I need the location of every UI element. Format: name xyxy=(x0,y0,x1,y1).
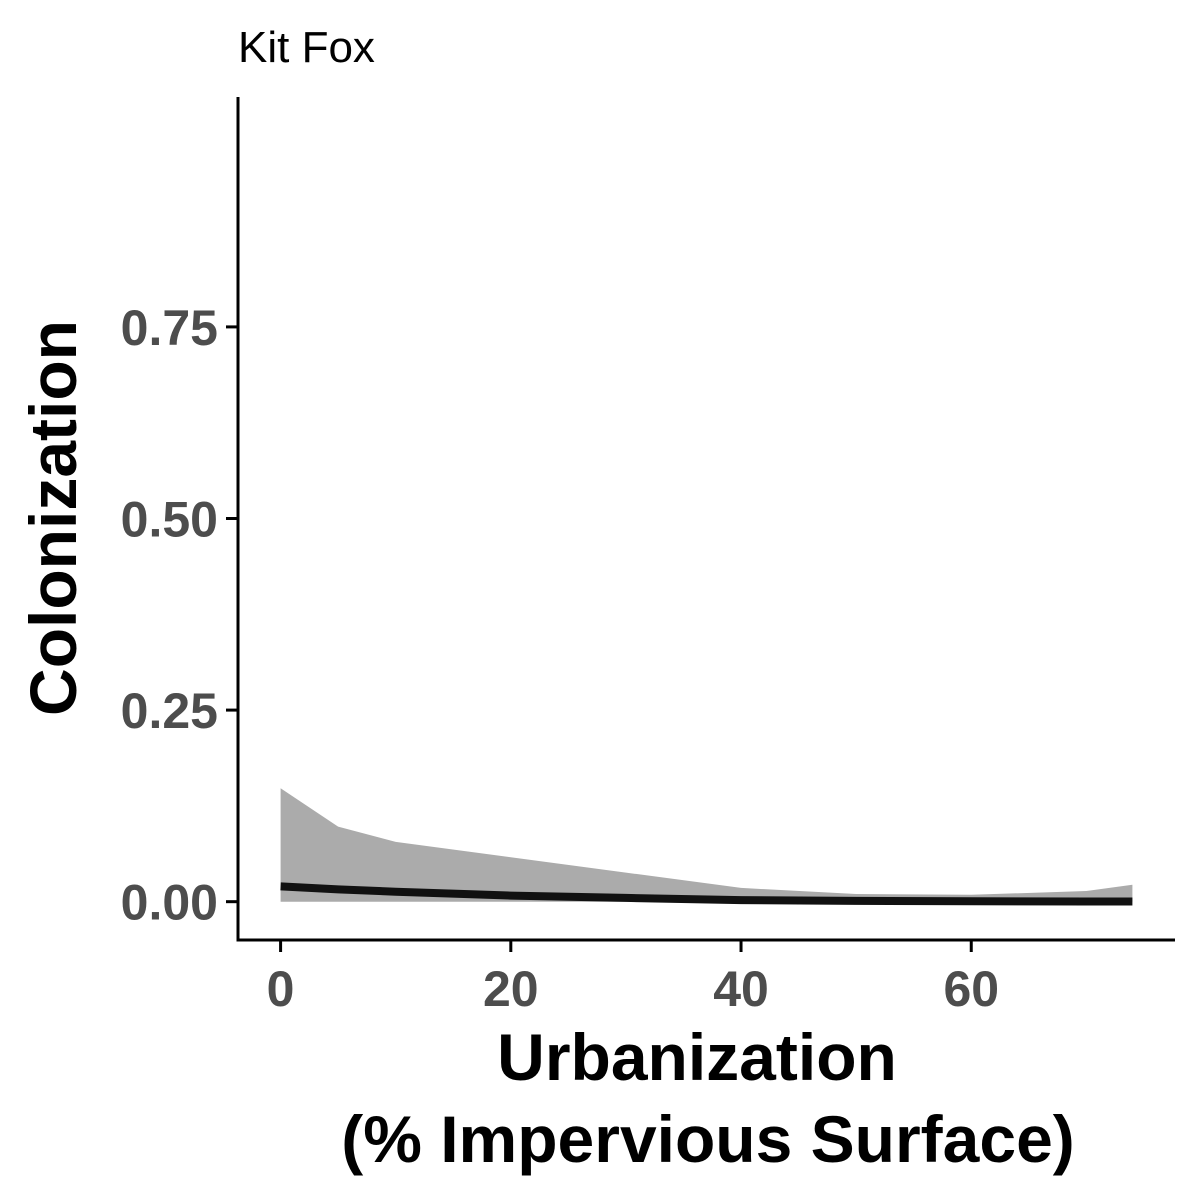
x-axis-title-line-1: Urbanization xyxy=(497,1020,897,1094)
x-tick-label: 60 xyxy=(943,961,999,1017)
y-axis-title: Colonization xyxy=(16,320,90,716)
y-tick-label: 0.50 xyxy=(121,492,218,548)
x-tick-label: 20 xyxy=(483,961,539,1017)
x-tick-label: 40 xyxy=(713,961,769,1017)
chart-title: Kit Fox xyxy=(238,23,375,72)
y-tick-label: 0.75 xyxy=(121,300,218,356)
plot-area xyxy=(280,788,1133,906)
axes: 0 20 40 60 0.00 0.25 0.50 0.75 xyxy=(121,97,1175,1017)
y-tick-label: 0.00 xyxy=(121,875,218,931)
x-axis-title-line-2: (% Impervious Surface) xyxy=(341,1102,1075,1176)
confidence-ribbon xyxy=(280,788,1133,902)
x-tick-label: 0 xyxy=(267,961,295,1017)
y-tick-label: 0.25 xyxy=(121,683,218,739)
series-line xyxy=(280,882,1133,906)
